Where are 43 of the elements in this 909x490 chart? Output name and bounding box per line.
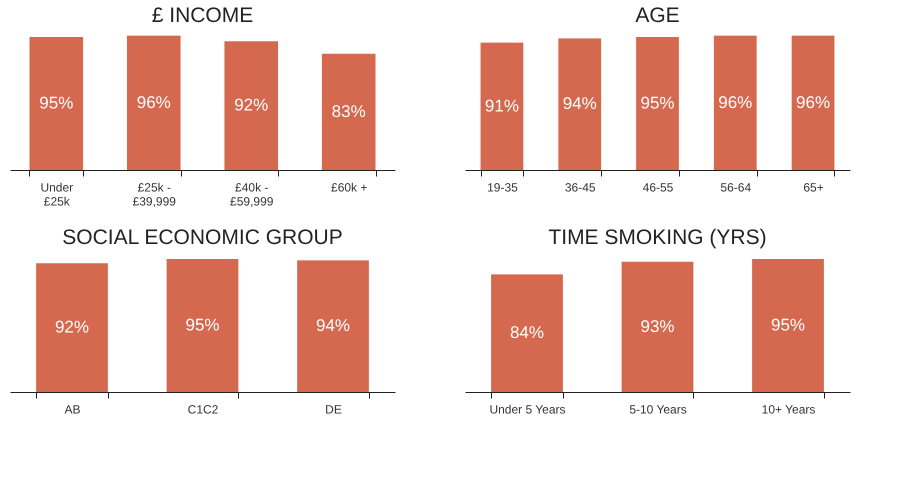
x-tick-label: 36-45	[564, 180, 596, 194]
x-tick-label: 19-35	[487, 180, 518, 194]
x-tick-label: 46-55	[642, 180, 674, 194]
data-label: 95%	[640, 94, 675, 112]
data-label: 84%	[510, 323, 544, 342]
bar	[480, 42, 524, 170]
bar	[126, 36, 181, 170]
x-tick-label: C1C2	[188, 402, 219, 416]
x-tick-label: Under £25k	[40, 180, 74, 208]
x-tick-label: £25k - £39,999	[132, 180, 176, 208]
data-label: 92%	[54, 318, 90, 337]
bar	[224, 41, 278, 170]
chart-title: AGE	[635, 4, 680, 27]
data-label: 95%	[185, 316, 220, 334]
data-label: 94%	[562, 94, 597, 114]
data-label: 96%	[718, 92, 752, 112]
data-label: 92%	[234, 96, 268, 115]
bar	[322, 54, 376, 170]
bar	[792, 36, 834, 170]
x-tick-label: 56-64	[720, 180, 752, 194]
data-label: 95%	[39, 94, 74, 112]
data-label: 91%	[484, 96, 519, 116]
data-label: 96%	[796, 92, 830, 112]
x-tick-label: 10+ Years	[762, 402, 816, 416]
chart-title: TIME SMOKING (YRS)	[548, 226, 767, 249]
bar	[636, 37, 679, 170]
data-label: 96%	[136, 92, 171, 112]
bar	[714, 36, 757, 170]
x-tick-label: AB	[64, 402, 80, 416]
chart-title: SOCIAL ECONOMIC GROUP	[62, 226, 343, 249]
chart-title: £ INCOME	[152, 4, 254, 27]
x-tick-label: Under 5 Years	[489, 402, 566, 416]
x-tick-label: 5-10 Years	[629, 402, 687, 416]
x-tick-label: £60k +	[331, 180, 368, 194]
data-label: 93%	[640, 316, 675, 336]
x-tick-label: 65+	[803, 180, 824, 194]
bar	[29, 37, 84, 170]
data-label: 94%	[316, 316, 350, 336]
bar	[558, 38, 602, 170]
data-label: 83%	[332, 102, 366, 121]
x-tick-label: £40k - £59,999	[230, 180, 274, 208]
x-tick-label: DE	[325, 402, 342, 416]
data-label: 95%	[770, 316, 806, 334]
